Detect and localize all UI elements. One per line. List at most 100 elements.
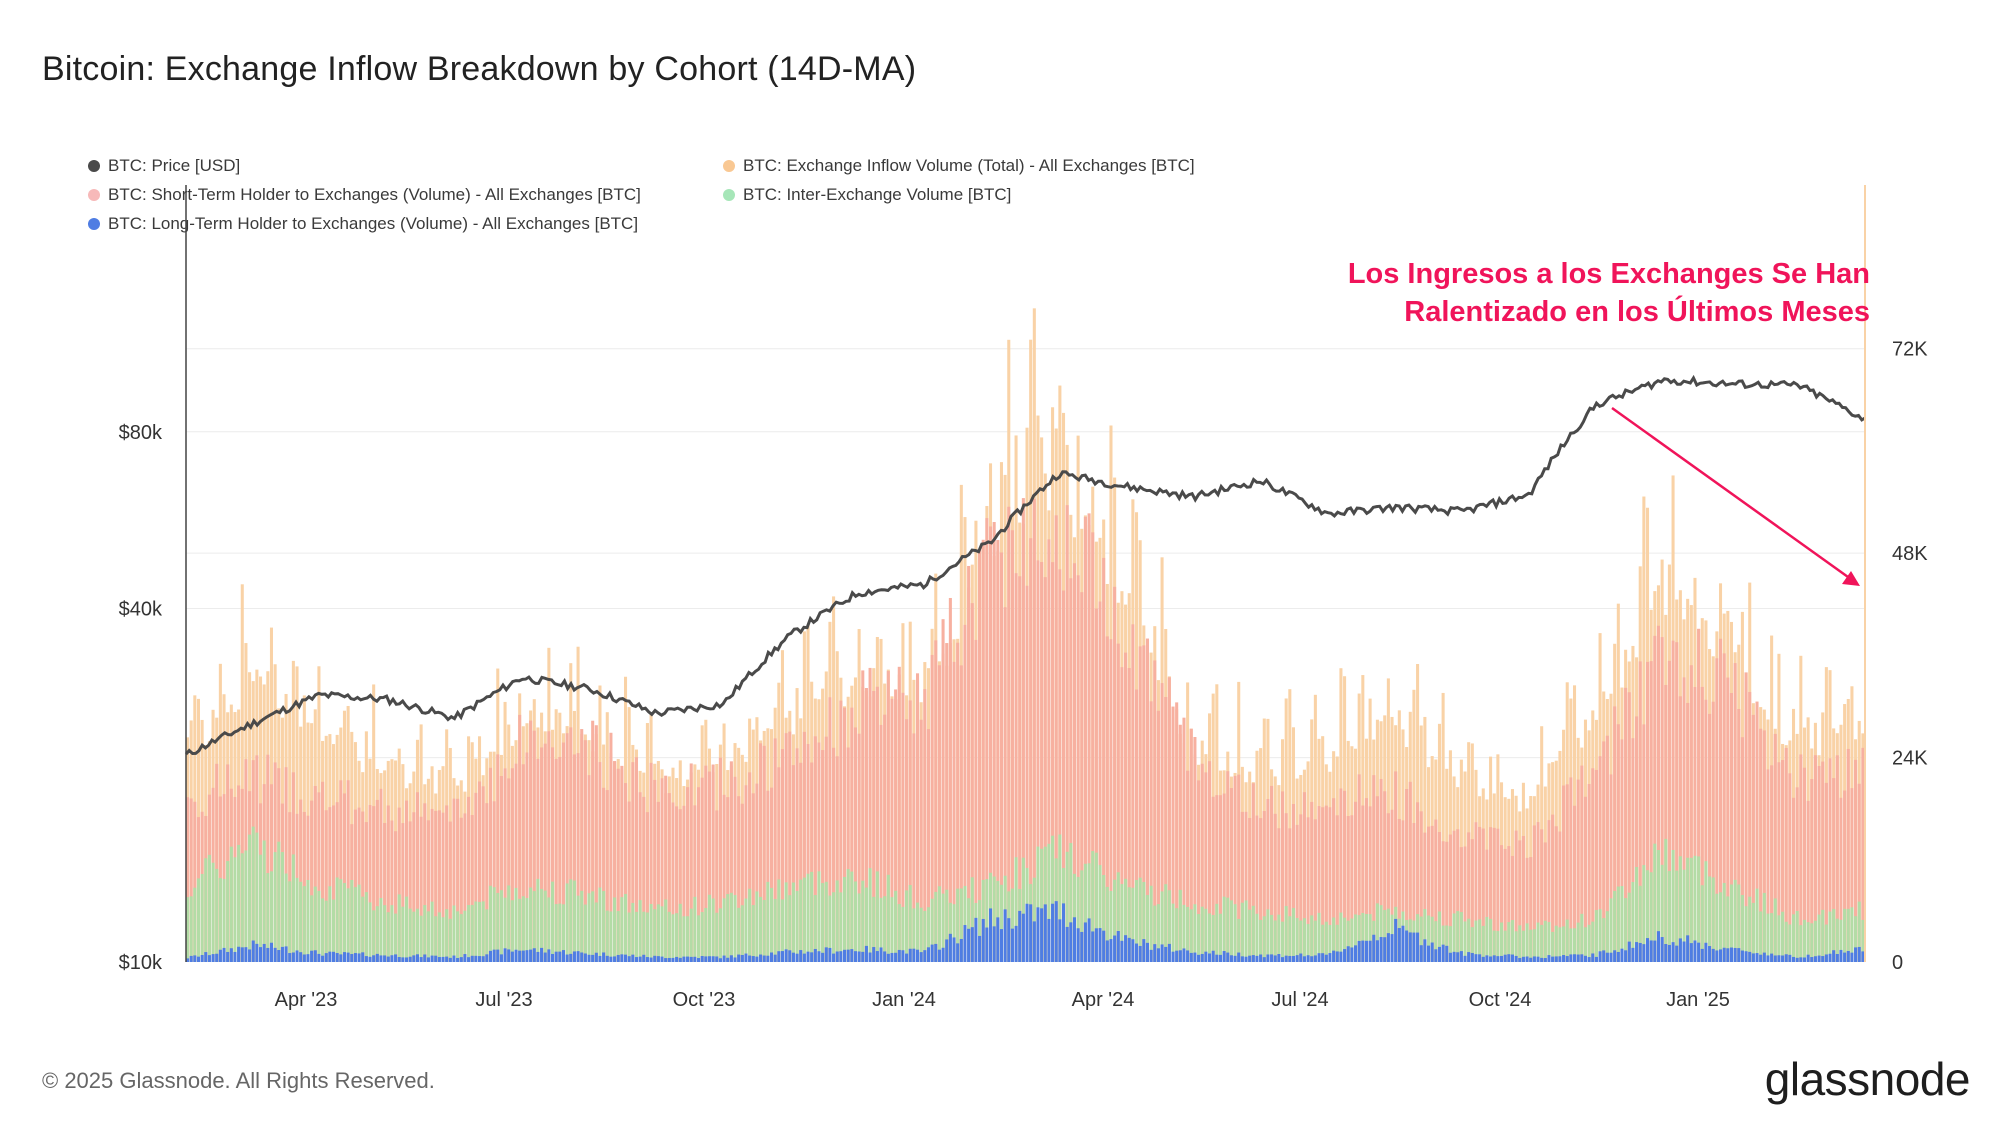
bar-inter [437,912,441,962]
bar-sth [1262,811,1266,962]
legend-item-lth[interactable]: BTC: Long-Term Holder to Exchanges (Volu… [88,214,638,234]
bar-lth [350,953,354,962]
bar-lth [784,949,788,962]
bar-lth [1828,953,1832,962]
bar-sth [1218,795,1222,962]
bar-inter [1565,919,1569,962]
bar-inter [1193,904,1197,962]
bar-lth [963,925,967,962]
right-tick-label: 24K [1892,748,1928,770]
bar-lth [244,947,248,962]
bar-lth [1080,931,1084,962]
bar-inter [1547,922,1551,962]
bar-sth [390,820,394,962]
bar-sth [1047,539,1051,962]
bar-lth [273,947,277,962]
bar-sth [215,763,219,962]
bar-lth [1204,951,1208,962]
bar-sth [1164,697,1168,962]
legend-item-price[interactable]: BTC: Price [USD] [88,156,240,176]
bar-sth [733,776,737,962]
bar-sth [266,754,270,962]
bar-inter [587,893,591,962]
bar-lth [1131,939,1135,962]
bar-lth [890,952,894,962]
bar-lth [1613,950,1617,962]
bar-sth [1397,818,1401,962]
bar-lth [1770,953,1774,962]
bar-sth [1237,774,1241,962]
bar-sth [653,779,657,962]
bar-lth [649,957,653,962]
bar-lth [1350,947,1354,962]
bar-inter [602,891,606,962]
bar-sth [999,552,1003,962]
bar-sth [1788,773,1792,962]
bar-inter [824,881,828,962]
legend-item-sth[interactable]: BTC: Short-Term Holder to Exchanges (Vol… [88,185,641,205]
bar-sth [941,619,945,962]
bar-inter [1197,914,1201,962]
bar-inter [1624,898,1628,962]
bar-inter [408,908,412,962]
bar-inter [186,897,190,962]
bar-lth [1339,951,1343,962]
bar-inter [711,898,715,962]
bar-sth [718,757,722,962]
bar-sth [1021,498,1025,962]
bar-sth [1120,667,1124,962]
bar-sth [616,768,620,962]
bar-sth [1485,849,1489,962]
bar-inter [1605,911,1609,962]
bar-sth [744,785,748,962]
bar-sth [1317,806,1321,962]
bar-lth [1401,925,1405,962]
x-tick-label: Jan '24 [872,989,936,1011]
bar-sth [788,731,792,962]
bar-sth [1007,506,1011,962]
bar-sth [1832,778,1836,962]
bar-inter [1043,846,1047,962]
copyright: © 2025 Glassnode. All Rights Reserved. [42,1068,435,1093]
bar-inter [328,886,332,962]
bar-lth [1153,944,1157,962]
bar-sth [1437,832,1441,962]
bar-sth [780,749,784,962]
legend-item-inter-exchange[interactable]: BTC: Inter-Exchange Volume [BTC] [723,185,1011,205]
bar-sth [930,654,934,962]
bar-sth [379,788,383,962]
bar-sth [1532,825,1536,962]
bar-inter [1667,871,1671,962]
bar-sth [894,689,898,962]
bar-inter [1310,915,1314,962]
bar-inter [788,895,792,962]
bar-inter [1299,920,1303,962]
legend-dot-inter-exchange [723,189,735,201]
bar-lth [222,947,226,962]
x-tick-label: Jul '23 [475,989,532,1011]
bar-inter [1843,908,1847,962]
bar-inter [211,862,215,962]
bar-sth [419,816,423,962]
bar-sth [321,781,325,962]
bar-lth [1328,953,1332,962]
bar-sth [478,781,482,962]
bar-sth [919,719,923,962]
bar-inter [379,898,383,962]
bar-lth [1697,942,1701,962]
bar-sth [766,790,770,962]
bar-lth [722,955,726,962]
bar-sth [945,643,949,962]
bar-sth [1478,826,1482,962]
bar-inter [456,911,460,962]
bar-inter [1770,913,1774,962]
bar-lth [901,950,905,962]
bar-inter [970,877,974,962]
bar-inter [1379,905,1383,962]
bar-sth [605,790,609,962]
legend-item-total-inflow[interactable]: BTC: Exchange Inflow Volume (Total) - Al… [723,156,1195,176]
bar-sth [704,765,708,962]
bar-sth [1306,817,1310,962]
bar-lth [1795,957,1799,962]
bar-lth [970,927,974,962]
